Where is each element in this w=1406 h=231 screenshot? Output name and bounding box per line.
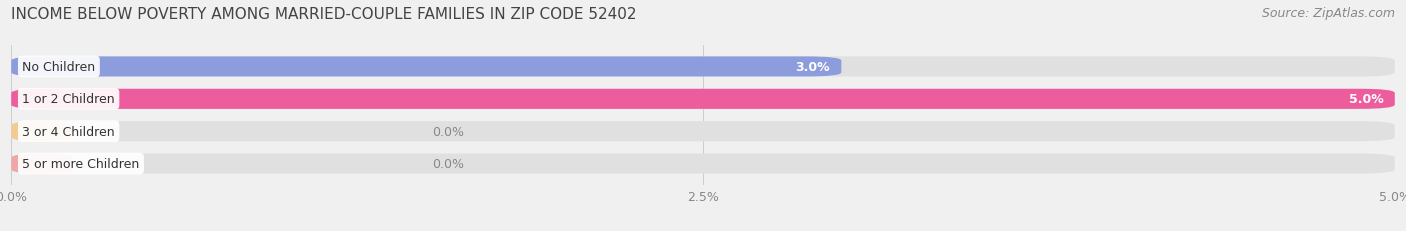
Text: No Children: No Children bbox=[22, 61, 96, 74]
FancyBboxPatch shape bbox=[11, 154, 72, 174]
Text: 1 or 2 Children: 1 or 2 Children bbox=[22, 93, 115, 106]
FancyBboxPatch shape bbox=[11, 122, 72, 142]
FancyBboxPatch shape bbox=[11, 89, 1395, 109]
Text: 3 or 4 Children: 3 or 4 Children bbox=[22, 125, 115, 138]
Text: INCOME BELOW POVERTY AMONG MARRIED-COUPLE FAMILIES IN ZIP CODE 52402: INCOME BELOW POVERTY AMONG MARRIED-COUPL… bbox=[11, 7, 637, 22]
FancyBboxPatch shape bbox=[11, 154, 1395, 174]
FancyBboxPatch shape bbox=[11, 57, 841, 77]
FancyBboxPatch shape bbox=[11, 122, 1395, 142]
FancyBboxPatch shape bbox=[11, 57, 1395, 77]
Text: 3.0%: 3.0% bbox=[796, 61, 831, 74]
Text: Source: ZipAtlas.com: Source: ZipAtlas.com bbox=[1261, 7, 1395, 20]
FancyBboxPatch shape bbox=[11, 89, 1395, 109]
Text: 5 or more Children: 5 or more Children bbox=[22, 157, 139, 170]
Text: 5.0%: 5.0% bbox=[1348, 93, 1384, 106]
Text: 0.0%: 0.0% bbox=[432, 157, 464, 170]
Text: 0.0%: 0.0% bbox=[432, 125, 464, 138]
